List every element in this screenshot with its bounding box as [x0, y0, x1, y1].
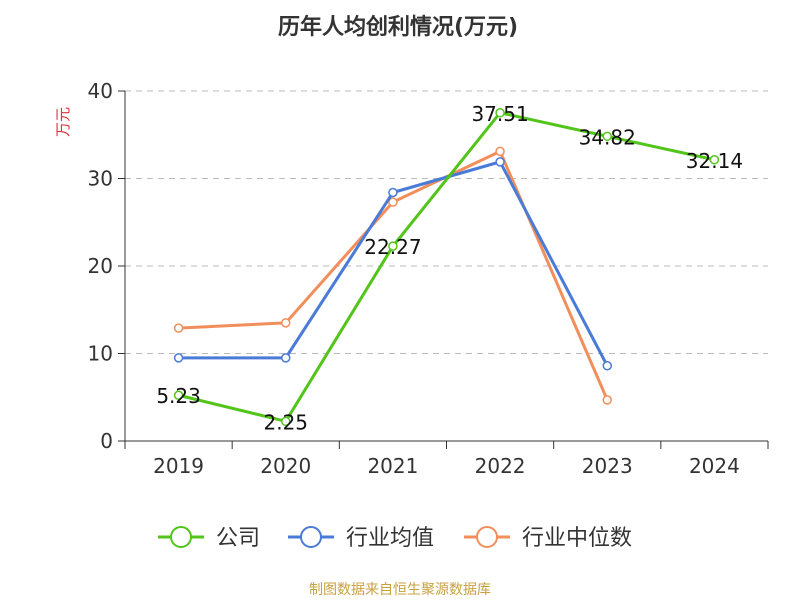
data-label: 2.25	[263, 410, 308, 434]
series-2	[173, 157, 612, 371]
data-point	[173, 323, 184, 333]
data-point	[602, 395, 612, 405]
data-label: 37.51	[471, 102, 528, 126]
series-line	[177, 111, 716, 423]
y-tick-label: 0	[100, 429, 113, 453]
series-layer	[173, 108, 720, 427]
legend-label: 行业均值	[346, 526, 434, 551]
x-tick-label: 2023	[582, 454, 633, 478]
y-tick-label: 30	[88, 167, 113, 191]
legend-marker	[476, 526, 498, 548]
legend: 公司 行业均值 行业中位数	[158, 526, 632, 551]
data-point	[173, 353, 184, 363]
x-tick-label: 2024	[689, 454, 740, 478]
x-tick-label: 2019	[153, 454, 204, 478]
data-point	[495, 108, 505, 118]
data-label: 22.27	[364, 235, 421, 259]
y-tick-label: 10	[88, 342, 113, 366]
data-point	[173, 390, 184, 400]
data-point	[281, 416, 291, 427]
legend-item-2: 行业均值	[288, 526, 434, 551]
grid-lines	[125, 90, 768, 354]
data-point	[495, 157, 505, 167]
y-axis-label: 万元	[54, 107, 72, 137]
y-tick-label: 40	[88, 79, 113, 103]
data-point	[602, 361, 612, 371]
data-point	[388, 197, 398, 207]
legend-item-1: 公司	[158, 526, 260, 551]
y-tick-label: 20	[88, 254, 113, 278]
data-label: 34.82	[579, 125, 636, 149]
data-point	[709, 155, 720, 165]
legend-label: 公司	[216, 526, 260, 551]
data-point	[495, 146, 505, 157]
data-point	[388, 187, 398, 198]
data-point	[281, 318, 291, 328]
legend-item-3: 行业中位数	[464, 526, 632, 551]
legend-label: 行业中位数	[522, 526, 632, 551]
data-label: 5.23	[156, 384, 201, 408]
data-label: 32.14	[686, 149, 743, 173]
data-point	[602, 131, 612, 142]
chart-title: 历年人均创利情况(万元)	[278, 14, 518, 40]
legend-marker	[300, 526, 322, 548]
data-labels: 5.23 2.25 22.27 37.51 34.82 32.14	[156, 102, 743, 435]
series-3	[173, 146, 612, 405]
legend-marker	[170, 526, 192, 548]
data-point	[281, 353, 291, 363]
axes: 0 10 20 30 40 2019 2020 2021 2022 2023 2024	[88, 79, 769, 478]
series-1	[173, 108, 720, 427]
source-note: 制图数据来自恒生聚源数据库	[309, 582, 491, 598]
x-tick-label: 2021	[367, 454, 418, 478]
x-tick-label: 2022	[475, 454, 526, 478]
x-tick-label: 2020	[260, 454, 311, 478]
data-point	[388, 241, 398, 251]
